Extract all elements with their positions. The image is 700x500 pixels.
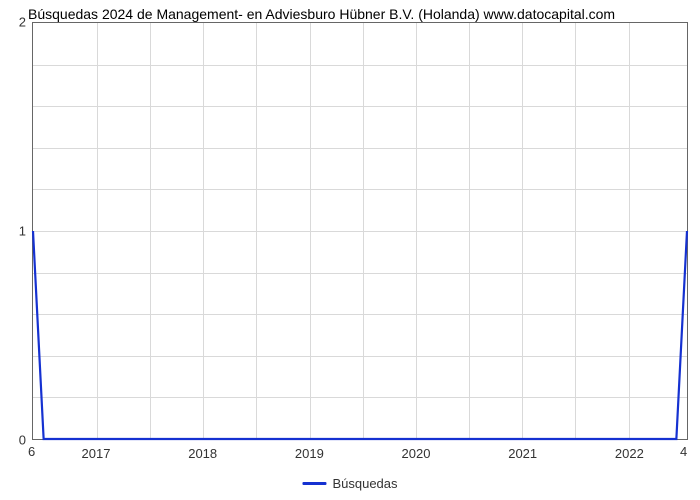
chart-title: Búsquedas 2024 de Management- en Adviesb…	[28, 6, 615, 22]
x-tick-label: 2017	[82, 446, 111, 461]
x-tick-label: 2022	[615, 446, 644, 461]
corner-label-br: 4	[680, 444, 687, 459]
series-line	[33, 23, 687, 439]
x-tick-label: 2020	[402, 446, 431, 461]
legend: Búsquedas	[302, 476, 397, 491]
x-tick-label: 2019	[295, 446, 324, 461]
y-tick-label: 2	[0, 15, 26, 30]
x-tick-label: 2021	[508, 446, 537, 461]
chart-container: Búsquedas 2024 de Management- en Adviesb…	[0, 0, 700, 500]
legend-label: Búsquedas	[332, 476, 397, 491]
corner-label-bl: 6	[28, 444, 35, 459]
x-tick-label: 2018	[188, 446, 217, 461]
y-tick-label: 1	[0, 224, 26, 239]
plot-area	[32, 22, 688, 440]
legend-swatch	[302, 482, 326, 485]
y-tick-label: 0	[0, 433, 26, 448]
